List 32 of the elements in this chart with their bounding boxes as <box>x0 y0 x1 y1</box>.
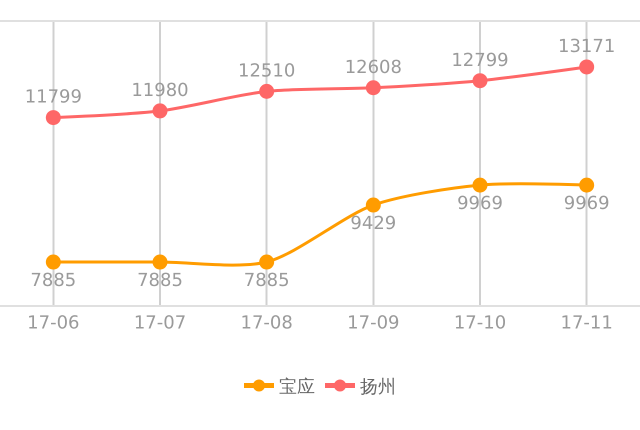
x-tick-label: 17-06 <box>27 312 80 334</box>
x-tick-label: 17-11 <box>560 312 613 334</box>
point <box>259 254 274 270</box>
point <box>472 73 488 88</box>
x-tick-label: 17-07 <box>134 312 186 334</box>
legend-label: 扬州 <box>360 376 396 398</box>
point <box>472 178 488 193</box>
point <box>579 59 594 74</box>
point <box>46 254 61 270</box>
data-label: 7885 <box>244 270 290 291</box>
legend-label: 宝应 <box>279 376 315 398</box>
point <box>366 80 381 96</box>
point <box>46 110 61 126</box>
point <box>152 254 168 270</box>
point <box>152 103 168 118</box>
point <box>259 84 274 99</box>
x-tick-label: 17-09 <box>347 312 400 334</box>
data-label: 12608 <box>344 56 402 78</box>
data-label: 11799 <box>24 86 82 108</box>
data-label: 12799 <box>451 50 509 71</box>
data-label: 12510 <box>238 60 296 82</box>
data-label: 9969 <box>564 192 610 214</box>
data-label: 7885 <box>30 270 76 291</box>
data-label: 13171 <box>558 36 616 58</box>
data-label: 11980 <box>131 80 189 102</box>
x-tick-label: 17-10 <box>454 312 506 334</box>
data-label: 7885 <box>137 270 183 291</box>
point <box>579 178 594 193</box>
point <box>366 198 381 213</box>
data-label: 9429 <box>350 212 396 234</box>
x-tick-label: 17-08 <box>240 312 293 334</box>
data-label: 9969 <box>457 192 503 214</box>
